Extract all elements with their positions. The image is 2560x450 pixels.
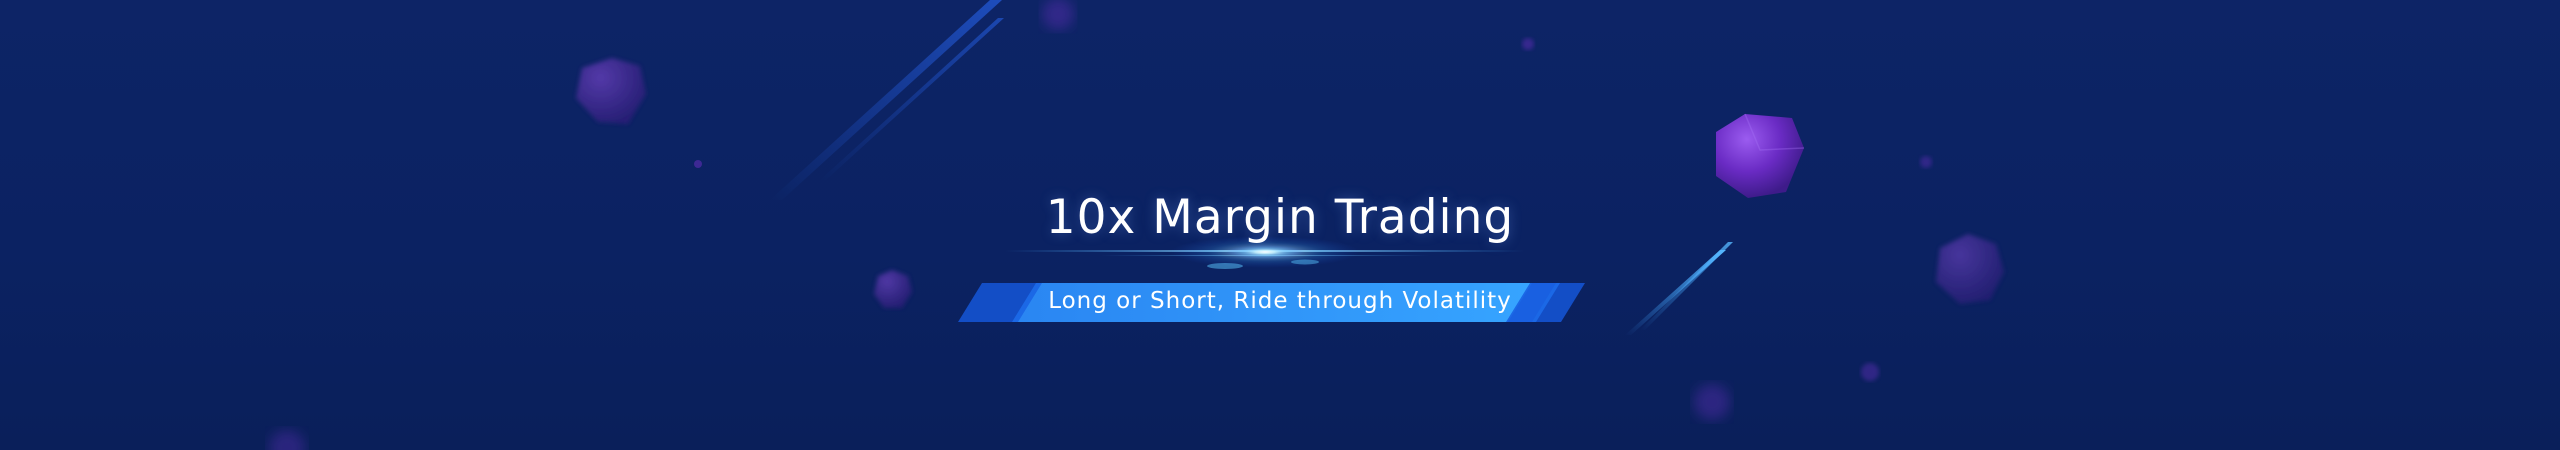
floating-orbs [269, 0, 2004, 450]
light-streaks [770, 0, 1733, 335]
subtitle-ribbon [958, 283, 1585, 322]
orb-upper-left [576, 58, 646, 124]
orb-tiny-3 [1920, 156, 1932, 168]
orb-bottom [1694, 384, 1730, 420]
orb-large [1716, 114, 1804, 198]
orb-tiny-2 [694, 160, 702, 168]
orb-top [1042, 0, 1074, 30]
orb-right [1936, 234, 2004, 304]
orb-bottom-left [269, 430, 305, 450]
banner-subtitle: Long or Short, Ride through Volatility [1048, 288, 1512, 314]
orb-small-center [874, 270, 912, 308]
orb-tiny-1 [1522, 38, 1534, 50]
orb-tiny-4 [1861, 363, 1879, 381]
glow-divider [1005, 236, 1525, 269]
banner-title: 10x Margin Trading [1045, 190, 1515, 245]
